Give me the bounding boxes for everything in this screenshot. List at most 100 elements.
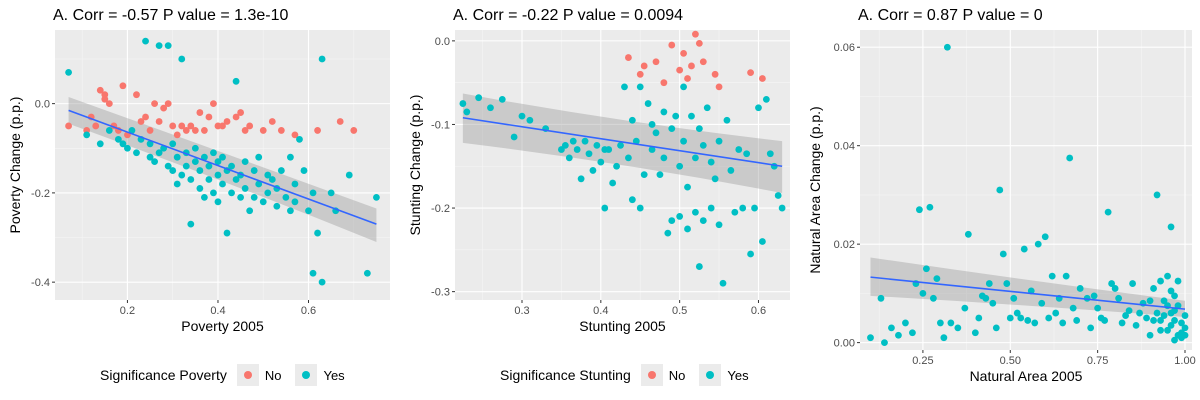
point-no (336, 118, 344, 125)
point-yes (561, 141, 569, 149)
y-tick-label: 0.06 (834, 42, 855, 54)
point-yes (223, 229, 231, 237)
point-yes (1115, 294, 1123, 302)
point-yes (1132, 321, 1140, 329)
point-yes (155, 42, 163, 50)
fit-line (462, 116, 783, 168)
point-yes (747, 250, 754, 258)
point-yes (954, 324, 962, 332)
point-yes (774, 192, 782, 199)
legend-title: Significance Stunting (500, 367, 631, 383)
point-yes (475, 94, 483, 102)
point-yes (196, 185, 204, 192)
point-yes (628, 196, 636, 204)
point-yes (577, 175, 585, 183)
point-no (164, 100, 172, 108)
point-yes (755, 104, 762, 112)
point-yes (668, 125, 676, 133)
point-no (291, 131, 299, 139)
point-yes (363, 269, 371, 277)
point-yes (735, 146, 743, 153)
point-no (699, 58, 707, 66)
point-yes (1017, 314, 1025, 322)
natural-area-scatter: A. Corr = 0.87 P value = 0 0.25 0.50 0.75 1.… (807, 7, 1196, 384)
point-yes (105, 127, 113, 134)
chart-title: A. Corr = -0.22 P value = 0.0094 (453, 7, 683, 24)
point-yes (680, 137, 687, 145)
point-yes (919, 289, 927, 297)
point-yes (715, 137, 723, 145)
point-yes (196, 167, 204, 174)
point-yes (680, 83, 687, 91)
point-yes (1150, 285, 1157, 292)
point-yes (867, 334, 874, 342)
point-yes (640, 171, 648, 179)
point-yes (1164, 326, 1171, 334)
y-tick-label: 0.0 (35, 99, 50, 111)
point-yes (246, 207, 254, 215)
x-tick-label: 0.3 (514, 305, 529, 317)
point-yes (191, 144, 199, 152)
point-yes (205, 176, 213, 183)
x-tick-label: 0.2 (120, 305, 135, 317)
no-dot-icon (647, 371, 656, 379)
point-yes (877, 294, 885, 302)
point-yes (597, 158, 605, 166)
point-yes (241, 185, 249, 192)
legend-label-no: No (264, 367, 282, 383)
point-yes (327, 189, 335, 197)
point-yes (585, 150, 593, 158)
legend-key-yes (699, 364, 722, 386)
point-no (219, 122, 226, 130)
point-yes (684, 225, 691, 233)
point-yes (929, 294, 937, 302)
point-yes (277, 167, 285, 174)
x-tick-label: 0.5 (672, 305, 687, 317)
point-yes (210, 149, 217, 157)
point-yes (287, 207, 294, 215)
point-yes (1052, 309, 1060, 317)
point-no (142, 113, 149, 121)
point-yes (1087, 324, 1095, 332)
y-tick-label: 0.0 (435, 36, 450, 48)
point-yes (214, 158, 222, 166)
point-yes (695, 125, 703, 133)
point-yes (613, 162, 620, 170)
point-yes (581, 137, 589, 145)
point-no (155, 118, 163, 125)
point-yes (778, 204, 786, 212)
point-yes (1171, 292, 1178, 300)
point-yes (1024, 317, 1032, 324)
point-no (101, 95, 109, 103)
point-no (232, 113, 240, 121)
point-yes (1094, 304, 1102, 312)
point-yes (684, 183, 691, 191)
point-yes (1171, 317, 1178, 324)
point-yes (210, 189, 217, 197)
point-yes (1013, 309, 1021, 317)
point-yes (1034, 240, 1042, 248)
point-no (759, 75, 766, 82)
x-axis-label: Poverty 2005 (181, 318, 264, 334)
point-no (191, 127, 199, 134)
x-tick-label: 0.25 (912, 355, 933, 367)
legend-label-yes: Yes (727, 367, 749, 383)
yes-dot-icon (706, 371, 715, 379)
point-yes (632, 137, 640, 145)
point-yes (178, 171, 186, 179)
point-yes (228, 189, 235, 197)
point-yes (1104, 208, 1112, 216)
point-yes (947, 319, 955, 327)
point-yes (676, 162, 684, 170)
point-yes (916, 206, 923, 214)
point-no (237, 109, 245, 116)
point-no (96, 86, 104, 94)
point-yes (739, 204, 747, 212)
point-yes (909, 329, 916, 337)
stunting-legend: Significance Stunting No Yes (500, 363, 763, 387)
point-yes (1045, 314, 1053, 322)
x-axis-label: Natural Area 2005 (970, 368, 1083, 384)
point-yes (699, 141, 707, 149)
point-no (676, 66, 684, 74)
point-yes (1181, 331, 1189, 339)
